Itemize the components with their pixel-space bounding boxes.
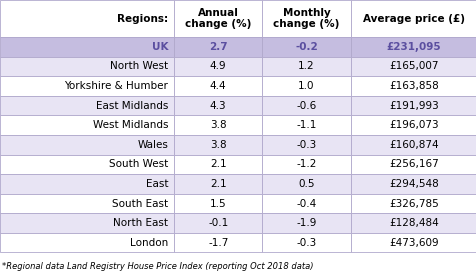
Bar — [0, 174, 174, 194]
Bar — [0, 0, 174, 37]
Text: Yorkshire & Humber: Yorkshire & Humber — [64, 81, 168, 91]
Text: -0.1: -0.1 — [208, 218, 228, 228]
Bar — [174, 76, 262, 96]
Bar — [262, 155, 350, 174]
Text: £473,609: £473,609 — [388, 238, 438, 248]
Text: UK: UK — [151, 42, 168, 52]
Text: £165,007: £165,007 — [388, 62, 437, 72]
Bar — [350, 135, 476, 155]
Bar — [174, 135, 262, 155]
Text: Wales: Wales — [137, 140, 168, 150]
Text: North West: North West — [110, 62, 168, 72]
Text: Average price (£): Average price (£) — [362, 13, 464, 24]
Text: £191,993: £191,993 — [388, 101, 438, 111]
Text: -0.4: -0.4 — [296, 199, 316, 208]
Text: £256,167: £256,167 — [388, 160, 438, 169]
Text: Monthly
change (%): Monthly change (%) — [273, 8, 339, 29]
Bar — [262, 76, 350, 96]
Text: -0.2: -0.2 — [295, 42, 317, 52]
Bar — [174, 174, 262, 194]
Bar — [262, 174, 350, 194]
Text: 1.2: 1.2 — [298, 62, 314, 72]
Bar — [262, 96, 350, 116]
Bar — [262, 37, 350, 57]
Bar — [262, 233, 350, 252]
Text: 0.5: 0.5 — [298, 179, 314, 189]
Text: 1.0: 1.0 — [298, 81, 314, 91]
Text: London: London — [130, 238, 168, 248]
Bar — [174, 116, 262, 135]
Text: £231,095: £231,095 — [386, 42, 440, 52]
Text: 2.1: 2.1 — [209, 179, 226, 189]
Text: 2.1: 2.1 — [209, 160, 226, 169]
Bar — [350, 233, 476, 252]
Text: -1.2: -1.2 — [296, 160, 316, 169]
Bar — [0, 116, 174, 135]
Bar — [262, 135, 350, 155]
Bar — [0, 57, 174, 76]
Text: -1.9: -1.9 — [296, 218, 316, 228]
Bar — [0, 76, 174, 96]
Bar — [174, 194, 262, 213]
Bar — [350, 76, 476, 96]
Bar — [262, 57, 350, 76]
Bar — [0, 194, 174, 213]
Bar — [174, 213, 262, 233]
Bar — [350, 116, 476, 135]
Bar — [262, 194, 350, 213]
Text: £128,484: £128,484 — [388, 218, 438, 228]
Text: North East: North East — [113, 218, 168, 228]
Bar — [174, 155, 262, 174]
Text: 4.4: 4.4 — [209, 81, 226, 91]
Text: 3.8: 3.8 — [209, 120, 226, 130]
Bar — [350, 155, 476, 174]
Text: £326,785: £326,785 — [388, 199, 438, 208]
Text: -0.3: -0.3 — [296, 140, 316, 150]
Bar — [174, 233, 262, 252]
Text: South West: South West — [109, 160, 168, 169]
Text: 1.5: 1.5 — [209, 199, 226, 208]
Bar — [0, 155, 174, 174]
Text: £160,874: £160,874 — [388, 140, 438, 150]
Text: Annual
change (%): Annual change (%) — [185, 8, 251, 29]
Text: Regions:: Regions: — [117, 13, 168, 24]
Bar — [0, 135, 174, 155]
Bar — [0, 213, 174, 233]
Bar — [262, 0, 350, 37]
Text: -0.3: -0.3 — [296, 238, 316, 248]
Bar — [174, 57, 262, 76]
Bar — [350, 213, 476, 233]
Text: South East: South East — [112, 199, 168, 208]
Text: -1.1: -1.1 — [296, 120, 316, 130]
Bar — [0, 37, 174, 57]
Text: £294,548: £294,548 — [388, 179, 438, 189]
Text: 3.8: 3.8 — [209, 140, 226, 150]
Text: £163,858: £163,858 — [388, 81, 438, 91]
Bar — [350, 194, 476, 213]
Text: *Regional data Land Registry House Price Index (reporting Oct 2018 data): *Regional data Land Registry House Price… — [2, 262, 313, 271]
Bar — [262, 116, 350, 135]
Bar — [174, 96, 262, 116]
Text: East: East — [146, 179, 168, 189]
Text: 2.7: 2.7 — [208, 42, 227, 52]
Bar — [0, 96, 174, 116]
Bar — [0, 233, 174, 252]
Text: 4.9: 4.9 — [209, 62, 226, 72]
Text: 4.3: 4.3 — [209, 101, 226, 111]
Text: West Midlands: West Midlands — [93, 120, 168, 130]
Bar — [350, 37, 476, 57]
Bar — [350, 57, 476, 76]
Text: -0.6: -0.6 — [296, 101, 316, 111]
Text: -1.7: -1.7 — [208, 238, 228, 248]
Bar — [262, 213, 350, 233]
Text: £196,073: £196,073 — [388, 120, 438, 130]
Bar — [350, 174, 476, 194]
Bar — [350, 96, 476, 116]
Bar — [174, 37, 262, 57]
Bar — [350, 0, 476, 37]
Bar — [174, 0, 262, 37]
Text: East Midlands: East Midlands — [96, 101, 168, 111]
